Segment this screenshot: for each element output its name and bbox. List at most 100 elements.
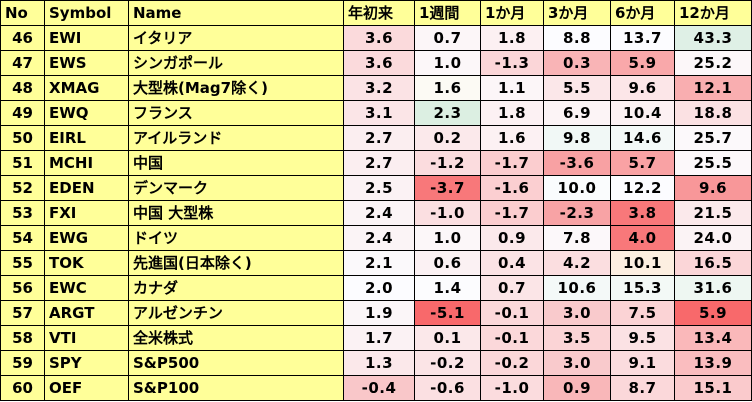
row-3month-value: -3.6 [543,150,611,176]
row-ytd-value: 2.1 [343,250,415,276]
row-12month-value: 5.9 [674,300,752,326]
row-6month-value: 14.6 [610,125,675,151]
header-1month: 1か月 [480,0,544,26]
row-1month-value: -1.6 [480,175,544,201]
row-3month-value: -2.3 [543,200,611,226]
row-6month-value: 12.2 [610,175,675,201]
row-name: イタリア [128,25,344,51]
row-name: アルゼンチン [128,300,344,326]
row-no: 48 [0,75,45,101]
row-ytd-value: 3.1 [343,100,415,126]
row-1month-value: 0.4 [480,250,544,276]
row-1month-value: 1.8 [480,25,544,51]
row-6month-value: 9.1 [610,350,675,376]
row-ytd-value: 2.7 [343,125,415,151]
row-symbol: EWG [44,225,129,251]
row-name: 大型株(Mag7除く) [128,75,344,101]
row-1month-value: -1.3 [480,50,544,76]
row-6month-value: 4.0 [610,225,675,251]
row-symbol: EWC [44,275,129,301]
row-3month-value: 0.3 [543,50,611,76]
row-no: 50 [0,125,45,151]
row-no: 60 [0,375,45,401]
row-1week-value: 0.7 [414,25,481,51]
row-12month-value: 25.2 [674,50,752,76]
row-1week-value: 0.6 [414,250,481,276]
row-symbol: OEF [44,375,129,401]
table-row: 47 EWS シンガポール 3.6 1.0 -1.3 0.3 5.9 25.2 [0,50,752,76]
row-symbol: EWS [44,50,129,76]
row-1week-value: 1.6 [414,75,481,101]
row-1week-value: 1.0 [414,50,481,76]
row-6month-value: 10.1 [610,250,675,276]
table-row: 57 ARGT アルゼンチン 1.9 -5.1 -0.1 3.0 7.5 5.9 [0,300,752,326]
row-no: 58 [0,325,45,351]
row-name: S&P100 [128,375,344,401]
row-3month-value: 7.8 [543,225,611,251]
row-3month-value: 9.8 [543,125,611,151]
row-1month-value: -0.1 [480,300,544,326]
row-symbol: SPY [44,350,129,376]
row-no: 59 [0,350,45,376]
row-1week-value: 0.1 [414,325,481,351]
row-1week-value: -3.7 [414,175,481,201]
table-row: 53 FXI 中国 大型株 2.4 -1.0 -1.7 -2.3 3.8 21.5 [0,200,752,226]
row-no: 53 [0,200,45,226]
table-row: 58 VTI 全米株式 1.7 0.1 -0.1 3.5 9.5 13.4 [0,325,752,351]
table-row: 59 SPY S&P500 1.3 -0.2 -0.2 3.0 9.1 13.9 [0,350,752,376]
row-symbol: EWI [44,25,129,51]
row-ytd-value: 2.5 [343,175,415,201]
row-ytd-value: 1.3 [343,350,415,376]
row-ytd-value: 2.4 [343,200,415,226]
row-ytd-value: 3.6 [343,50,415,76]
row-6month-value: 10.4 [610,100,675,126]
row-6month-value: 13.7 [610,25,675,51]
row-3month-value: 5.5 [543,75,611,101]
table-row: 50 EIRL アイルランド 2.7 0.2 1.6 9.8 14.6 25.7 [0,125,752,151]
row-3month-value: 3.0 [543,300,611,326]
row-12month-value: 13.4 [674,325,752,351]
row-1week-value: 0.2 [414,125,481,151]
table-row: 54 EWG ドイツ 2.4 1.0 0.9 7.8 4.0 24.0 [0,225,752,251]
table-row: 60 OEF S&P100 -0.4 -0.6 -1.0 0.9 8.7 15.1 [0,375,752,401]
row-name: フランス [128,100,344,126]
row-name: 中国 大型株 [128,200,344,226]
row-12month-value: 43.3 [674,25,752,51]
row-name: アイルランド [128,125,344,151]
row-6month-value: 7.5 [610,300,675,326]
row-3month-value: 10.6 [543,275,611,301]
row-12month-value: 16.5 [674,250,752,276]
row-symbol: MCHI [44,150,129,176]
row-name: 中国 [128,150,344,176]
row-symbol: ARGT [44,300,129,326]
row-ytd-value: -0.4 [343,375,415,401]
row-1month-value: -1.7 [480,150,544,176]
row-12month-value: 15.1 [674,375,752,401]
row-12month-value: 21.5 [674,200,752,226]
row-1month-value: 1.8 [480,100,544,126]
row-no: 54 [0,225,45,251]
row-1month-value: 1.6 [480,125,544,151]
row-symbol: EWQ [44,100,129,126]
row-symbol: VTI [44,325,129,351]
row-name: 先進国(日本除く) [128,250,344,276]
row-6month-value: 3.8 [610,200,675,226]
row-6month-value: 8.7 [610,375,675,401]
row-1week-value: -0.6 [414,375,481,401]
row-no: 55 [0,250,45,276]
row-symbol: EDEN [44,175,129,201]
row-name: カナダ [128,275,344,301]
header-3month: 3か月 [543,0,611,26]
row-12month-value: 24.0 [674,225,752,251]
row-6month-value: 9.5 [610,325,675,351]
row-12month-value: 25.7 [674,125,752,151]
row-ytd-value: 3.2 [343,75,415,101]
row-no: 46 [0,25,45,51]
row-12month-value: 31.6 [674,275,752,301]
table-row: 48 XMAG 大型株(Mag7除く) 3.2 1.6 1.1 5.5 9.6 12.1 [0,75,752,101]
row-no: 56 [0,275,45,301]
row-1month-value: -1.0 [480,375,544,401]
row-ytd-value: 2.0 [343,275,415,301]
row-ytd-value: 2.7 [343,150,415,176]
